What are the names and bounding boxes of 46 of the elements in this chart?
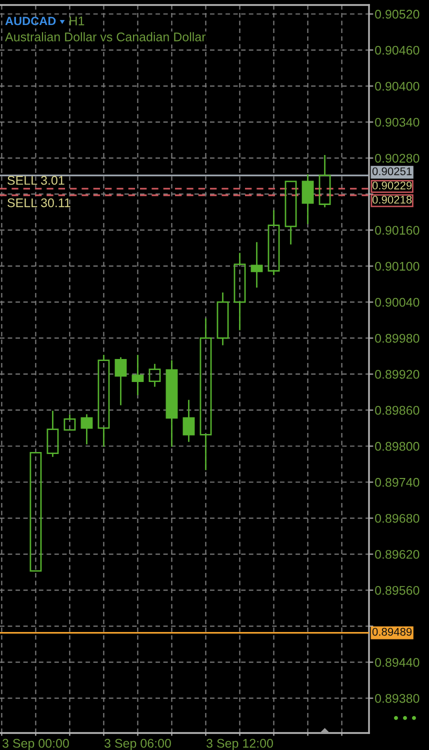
candlestick <box>114 356 127 406</box>
candlestick <box>234 252 246 331</box>
y-tick-label: 0.89800 <box>375 442 420 451</box>
candlestick <box>216 292 229 346</box>
y-tick-label: 0.89740 <box>375 478 420 487</box>
text: AUDCAD <box>5 16 56 26</box>
y-tick-label: 0.90340 <box>375 118 420 127</box>
annotation: SELL 30.11 <box>8 198 70 208</box>
y-tick-label: 0.89380 <box>375 694 420 703</box>
candlestick <box>268 210 280 276</box>
y-tick-label: 0.89980 <box>375 334 420 343</box>
y-tick-label: 0.90520 <box>375 10 420 19</box>
candlestick <box>318 154 331 208</box>
annotation: SELL 3.01 <box>8 176 64 185</box>
candlestick <box>148 363 161 388</box>
y-tick-label: 0.89560 <box>375 586 420 595</box>
candlestick <box>46 410 59 458</box>
candlestick <box>250 241 263 288</box>
x-tick-label: 3 Sep 12:00 <box>206 738 273 750</box>
ref-line-label: 0.89489 <box>372 628 412 636</box>
annotation: H1 <box>70 16 84 26</box>
candlestick <box>98 354 110 448</box>
y-tick-label: 0.89680 <box>375 514 420 523</box>
candlestick <box>284 180 297 246</box>
candlestick <box>182 399 195 443</box>
y-tick-label: 0.90160 <box>375 226 420 235</box>
candlestick <box>200 318 212 471</box>
x-tick-label: 3 Sep 00:00 <box>2 738 69 750</box>
ref-line-label: 0.90229 <box>372 182 412 190</box>
y-tick-label: 0.90280 <box>375 154 420 163</box>
candlestick <box>166 360 178 448</box>
candlestick <box>80 414 93 446</box>
text: Australian Dollar vs Canadian Dollar <box>5 32 206 42</box>
y-tick-label: 0.89620 <box>375 550 420 559</box>
ref-line-label: 0.90218 <box>372 196 412 204</box>
y-tick-label: 0.90040 <box>375 298 420 307</box>
y-tick-label: 0.90400 <box>375 82 420 91</box>
ref-line-label: 0.90251 <box>372 167 412 176</box>
candlestick <box>302 174 314 225</box>
x-tick-label: 3 Sep 06:00 <box>104 738 171 750</box>
y-tick-label: 0.89920 <box>375 370 420 379</box>
y-tick-label: 0.90460 <box>375 46 420 55</box>
candlestick <box>132 354 144 396</box>
y-tick-label: 0.89440 <box>375 658 420 667</box>
y-tick-label: 0.90100 <box>375 262 420 271</box>
y-tick-label: 0.89860 <box>375 406 420 415</box>
